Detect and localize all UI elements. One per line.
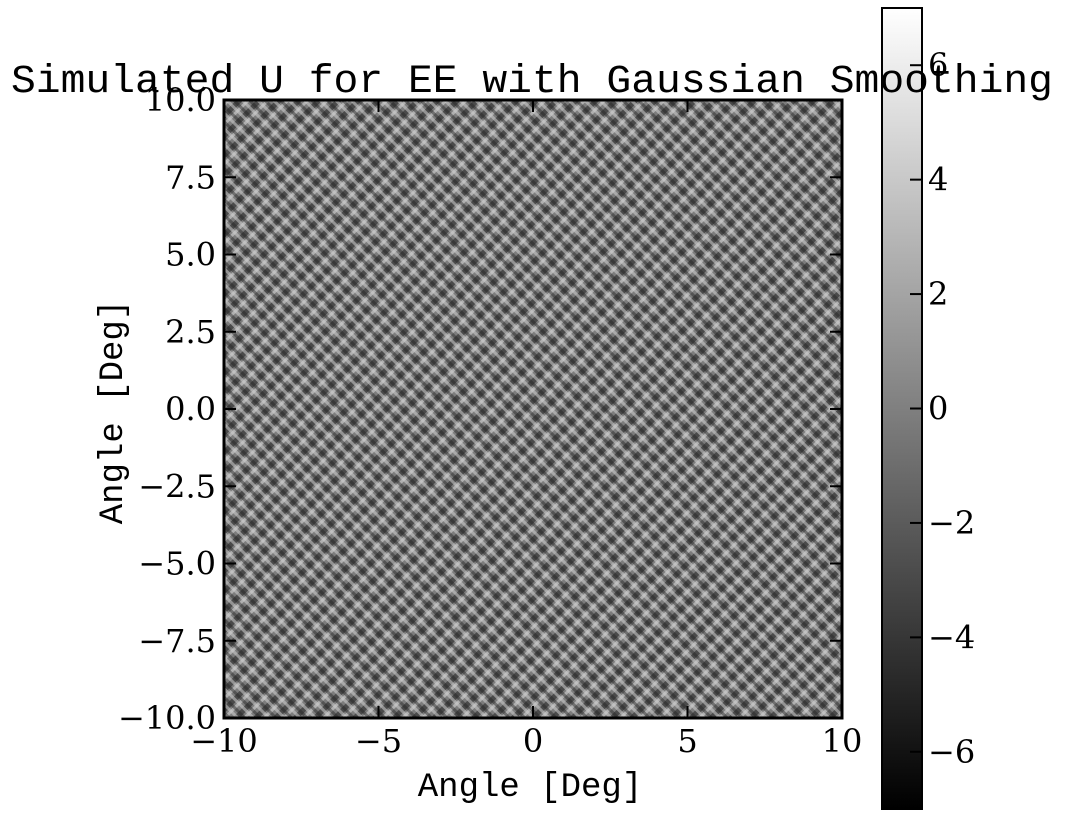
- colorbar-ticks: −6 −4 −2 0 2 4 6: [910, 46, 975, 771]
- x-tick-label: 0: [523, 722, 543, 760]
- colorbar-tick-label: 2: [928, 275, 948, 313]
- x-tick-label: 10: [822, 722, 863, 760]
- x-tick-label: −5: [355, 722, 402, 760]
- y-axis-ticks: −10.0 −7.5 −5.0 −2.5 0.0 2.5 5.0 7.5 10.0: [118, 81, 842, 737]
- y-tick-label: 7.5: [165, 158, 216, 196]
- colorbar-tick-label: 0: [928, 390, 948, 428]
- y-tick-label: −5.0: [138, 545, 216, 583]
- y-axis-label: Angle [Deg]: [95, 300, 133, 524]
- heatmap-image: [224, 100, 842, 718]
- colorbar-tick-label: 6: [928, 46, 948, 84]
- x-tick-label: 5: [677, 722, 697, 760]
- x-axis-ticks: −10 −5 0 5 10: [190, 100, 862, 760]
- chart-title: Simulated U for EE with Gaussian Smoothi…: [11, 60, 1053, 105]
- y-tick-label: −2.5: [138, 467, 216, 505]
- y-tick-label: 0.0: [165, 390, 216, 428]
- colorbar-tick-label: 4: [928, 161, 948, 199]
- y-tick-label: 10.0: [145, 81, 216, 119]
- colorbar-tick-label: −4: [928, 618, 975, 656]
- y-tick-label: 5.0: [165, 236, 216, 274]
- y-tick-label: −10.0: [118, 699, 216, 737]
- y-tick-label: −7.5: [138, 622, 216, 660]
- x-axis-label: Angle [Deg]: [418, 769, 642, 807]
- colorbar-tick-label: −6: [928, 733, 975, 771]
- x-tick-label: −10: [190, 722, 258, 760]
- y-tick-label: 2.5: [165, 313, 216, 351]
- colorbar-tick-label: −2: [928, 504, 975, 542]
